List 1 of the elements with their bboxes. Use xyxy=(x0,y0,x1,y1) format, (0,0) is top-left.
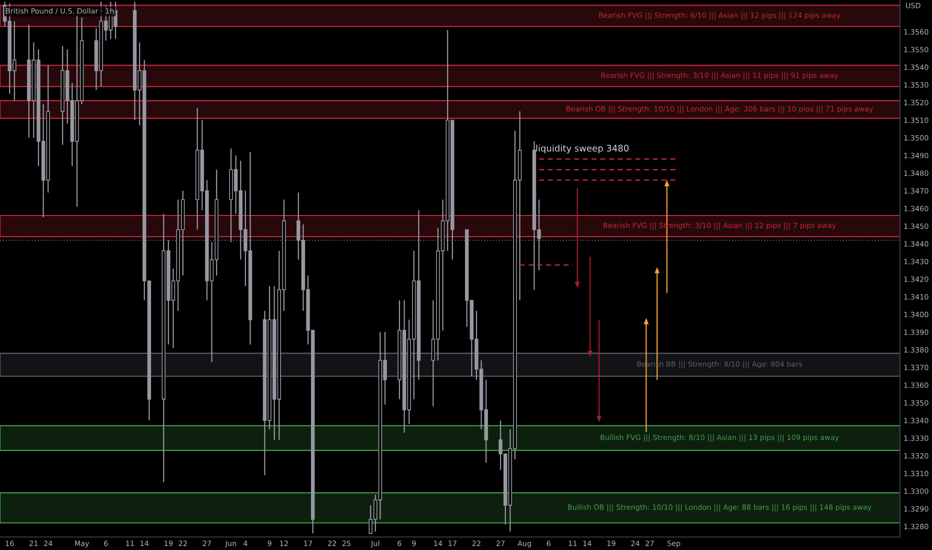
annotation: liquidity sweep 3480 xyxy=(536,144,629,154)
